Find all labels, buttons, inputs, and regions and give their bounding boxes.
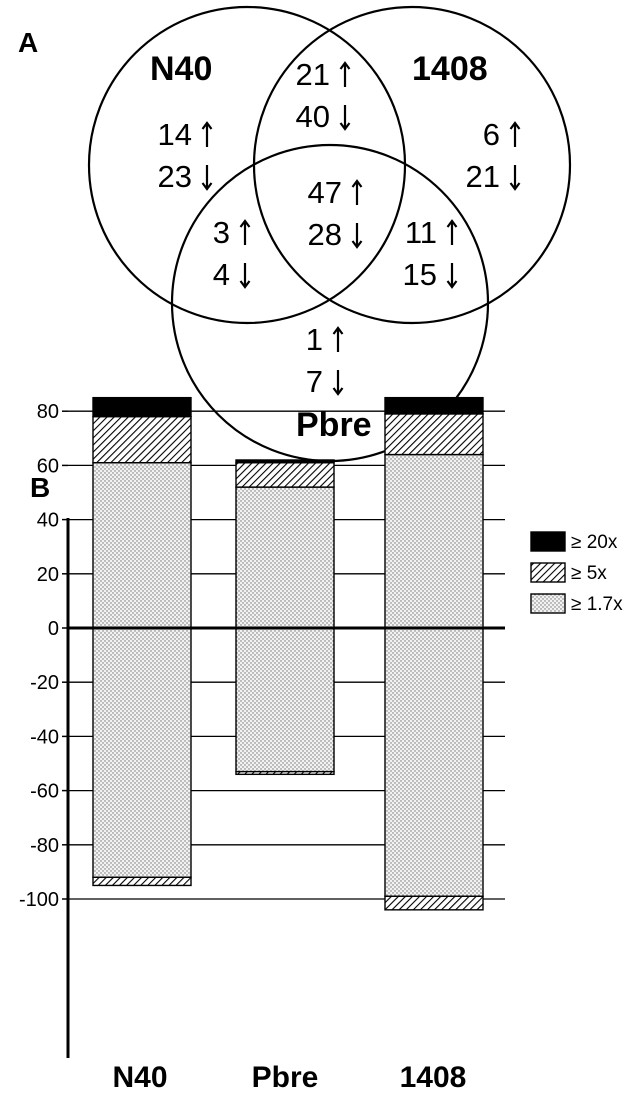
- y-tick-label: 0: [48, 618, 59, 640]
- upregulated-count: 14: [158, 117, 192, 152]
- bar-segment: [235, 461, 335, 488]
- y-tick-label: -40: [30, 726, 59, 748]
- upregulated-count: 21: [296, 57, 330, 92]
- up-arrow-icon: [509, 121, 521, 147]
- bar-segment: [92, 627, 192, 879]
- set-label-1408: 1408: [412, 50, 488, 88]
- up-arrow-icon: [339, 61, 351, 87]
- down-arrow-icon: [351, 223, 363, 249]
- upregulated-count: 6: [483, 117, 500, 152]
- bar-segment: [384, 627, 484, 897]
- downregulated-count: 40: [296, 99, 330, 134]
- downregulated-count: 23: [158, 159, 192, 194]
- bar-segment: [92, 461, 192, 629]
- bar-stack-1408: [384, 396, 484, 911]
- bar-segment: [92, 415, 192, 464]
- downregulated-count: 28: [308, 217, 342, 252]
- y-tick-label: 80: [37, 401, 59, 423]
- downregulated-count: 7: [306, 364, 323, 399]
- down-arrow-icon: [332, 370, 344, 396]
- panel-b-letter: B: [30, 472, 50, 503]
- legend-swatch: [530, 562, 566, 583]
- panel-a-letter: A: [18, 27, 38, 58]
- bar-segment: [92, 876, 192, 887]
- y-tick-label: 40: [37, 510, 59, 532]
- upregulated-count: 3: [213, 215, 230, 250]
- bar-segment: [235, 627, 335, 773]
- bar-segment: [235, 459, 335, 464]
- venn-region-pbre-only: 17: [306, 322, 344, 399]
- x-category-label: 1408: [400, 1061, 467, 1094]
- chart-bars: [92, 396, 484, 911]
- down-arrow-icon: [239, 263, 251, 289]
- y-tick-label: 60: [37, 455, 59, 477]
- y-tick-label: 20: [37, 564, 59, 586]
- down-arrow-icon: [339, 105, 351, 131]
- up-arrow-icon: [239, 219, 251, 245]
- bar-segment: [384, 413, 484, 456]
- venn-region-n40-pbre: 34: [213, 215, 251, 292]
- downregulated-count: 15: [403, 257, 437, 292]
- chart-axis: 80 60 40 20 0 -20 -40 -60 -80 -100 N40 Pbre 1408: [19, 401, 505, 1094]
- x-category-label: N40: [112, 1061, 167, 1094]
- up-arrow-icon: [446, 219, 458, 245]
- down-arrow-icon: [446, 263, 458, 289]
- bar-segment: [235, 770, 335, 776]
- bar-segment: [235, 486, 335, 629]
- set-label-n40: N40: [150, 50, 212, 88]
- bar-segment: [384, 453, 484, 629]
- y-tick-label: -100: [19, 889, 59, 911]
- downregulated-count: 21: [466, 159, 500, 194]
- x-category-label: Pbre: [252, 1061, 319, 1094]
- y-tick-label: -80: [30, 835, 59, 857]
- upregulated-count: 11: [405, 215, 437, 250]
- up-arrow-icon: [351, 179, 363, 205]
- legend-swatch: [530, 593, 566, 614]
- legend-item: ≥ 5x: [530, 562, 607, 584]
- bar-chart: B 80 60 40 20 0 -20 -40 -60 -80 -100 N40 Pbre 1408 ≥…: [19, 396, 623, 1094]
- down-arrow-icon: [509, 165, 521, 191]
- venn-circle-n40: [87, 5, 407, 325]
- legend-item: ≥ 1.7x: [530, 593, 623, 615]
- legend-label: ≥ 20x: [571, 532, 618, 553]
- bar-stack-n40: [92, 396, 192, 887]
- venn-region-1408-only: 621: [466, 117, 521, 194]
- legend-item: ≥ 20x: [530, 531, 618, 553]
- legend-label: ≥ 1.7x: [571, 594, 623, 615]
- upregulated-count: 1: [306, 322, 323, 357]
- set-label-pbre: Pbre: [296, 406, 372, 444]
- y-tick-label: -20: [30, 672, 59, 694]
- downregulated-count: 4: [213, 257, 230, 292]
- chart-legend: ≥ 20x ≥ 5x ≥ 1.7x: [530, 531, 623, 615]
- y-tick-label: -60: [30, 781, 59, 803]
- up-arrow-icon: [332, 326, 344, 352]
- upregulated-count: 47: [308, 175, 342, 210]
- bar-segment: [384, 396, 484, 415]
- down-arrow-icon: [201, 165, 213, 191]
- up-arrow-icon: [201, 121, 213, 147]
- bar-stack-pbre: [235, 459, 335, 776]
- legend-label: ≥ 5x: [571, 563, 607, 584]
- bar-segment: [384, 895, 484, 911]
- bar-segment: [92, 396, 192, 418]
- legend-swatch: [530, 531, 566, 552]
